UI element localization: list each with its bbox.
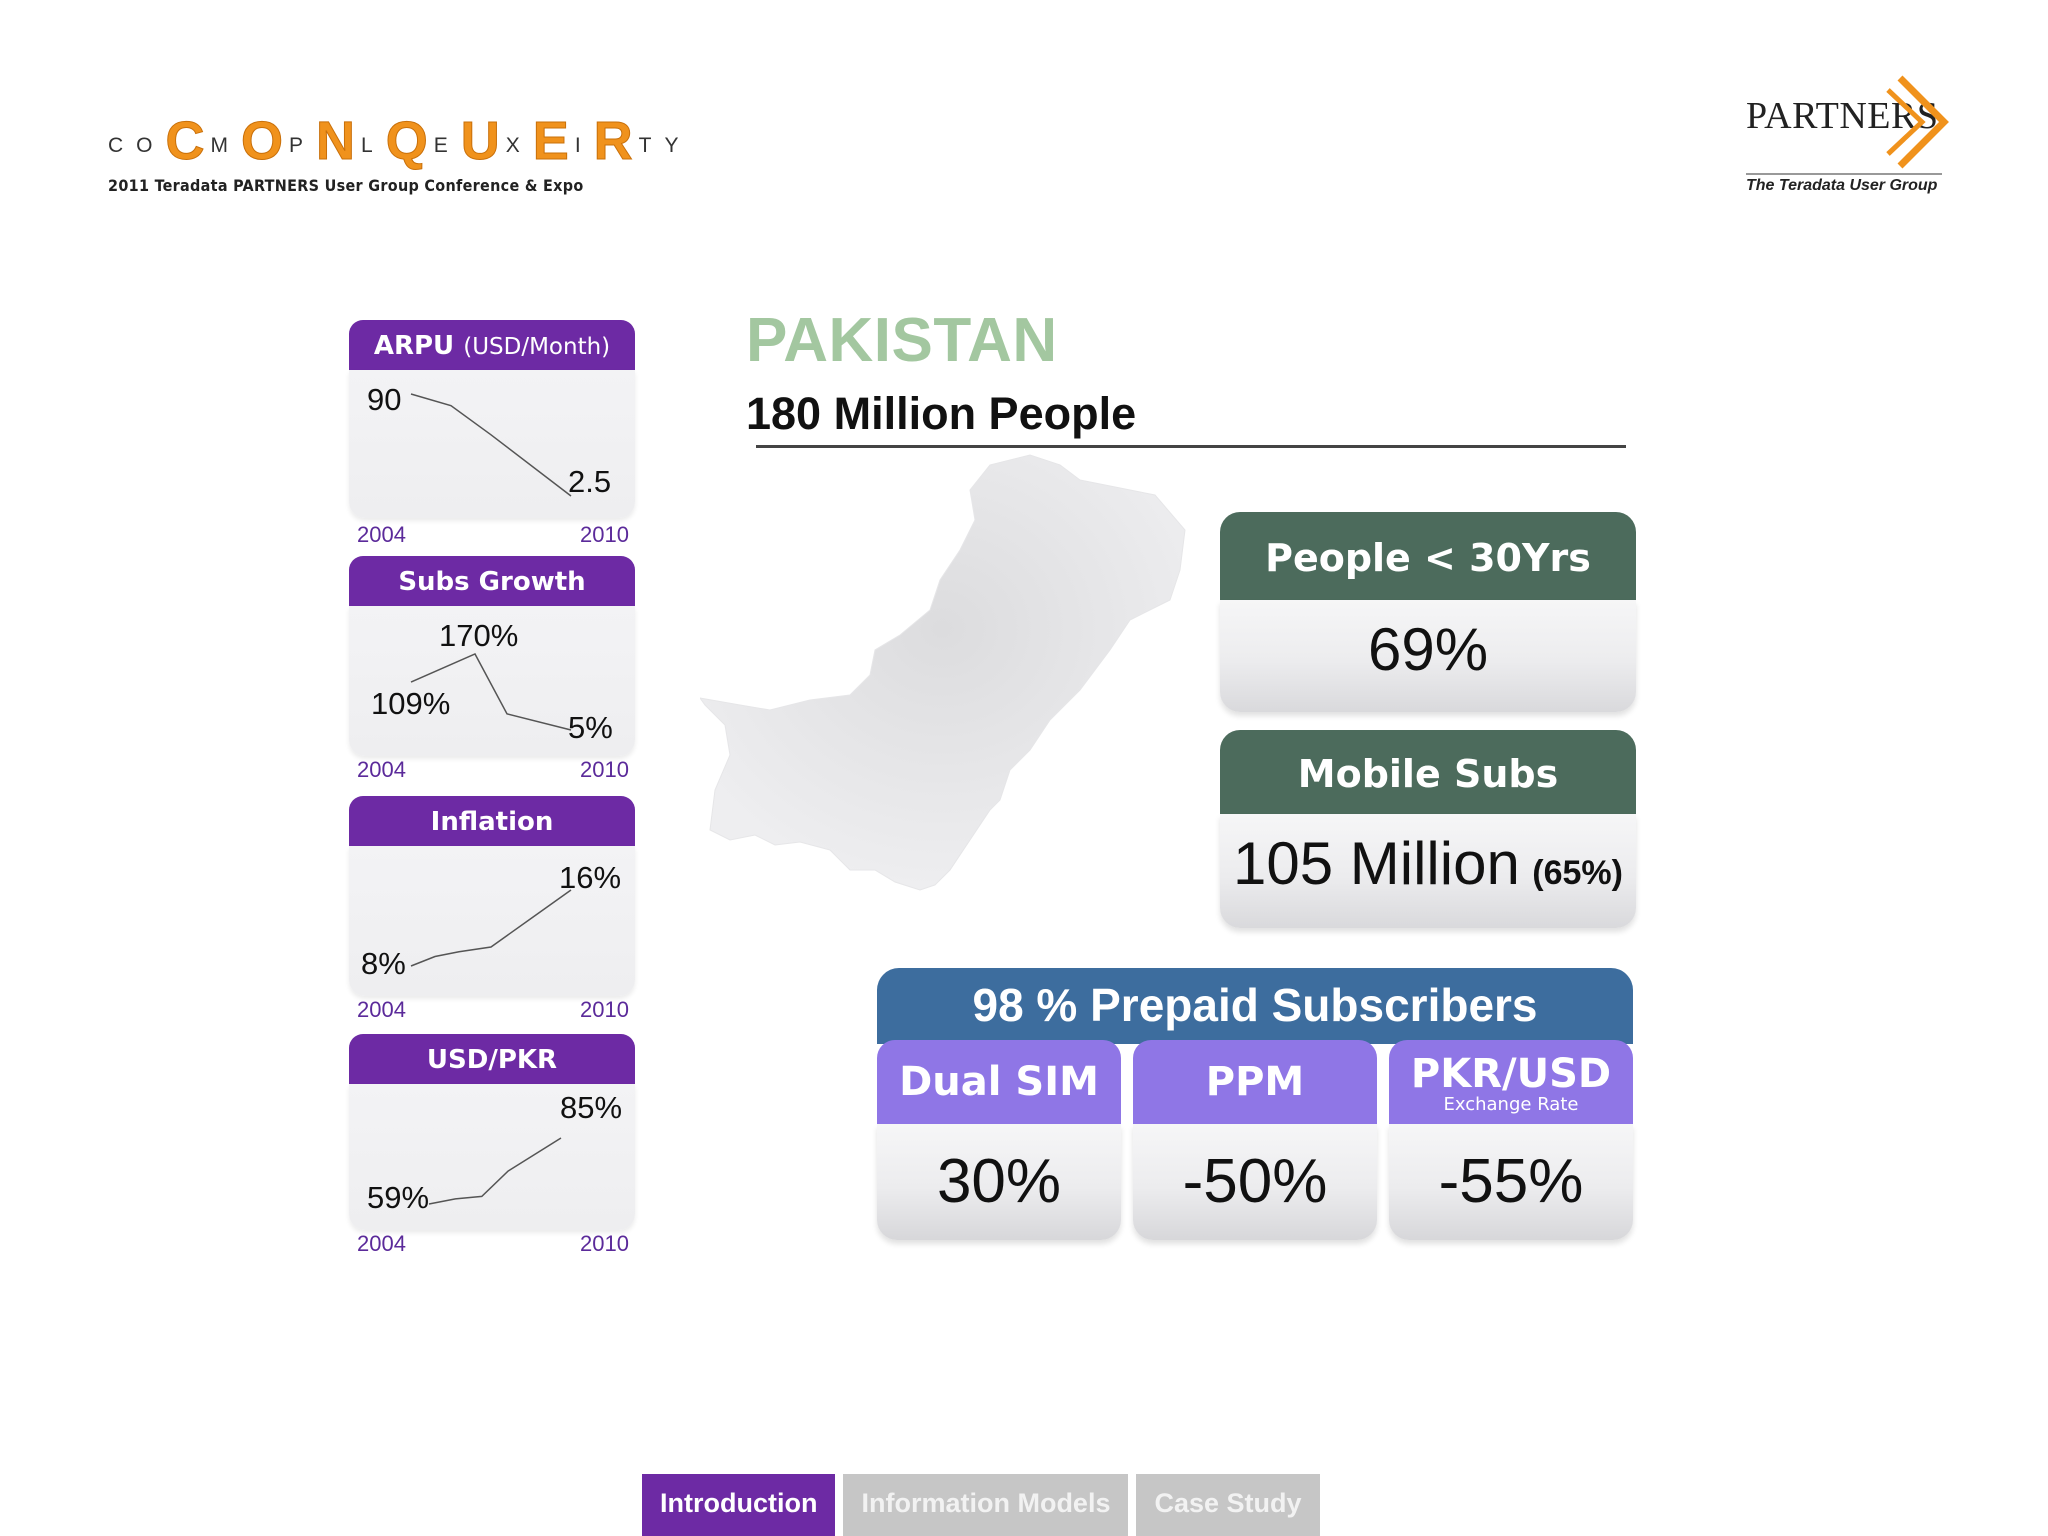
inflation-end-year: 2010 [580,997,629,1022]
conquer-logo-letter: L [361,134,374,157]
partners-logo: PARTNERS The Teradata User Group [1740,70,1950,200]
subs-growth-line [410,653,572,731]
inflation-chart: 16% 8% [349,846,635,996]
usd-pkr-chart: 85% 59% [349,1084,635,1230]
usd-pkr-end-value: 85% [560,1090,623,1125]
subs-growth-peak-value: 170% [439,618,519,653]
dual-sim-value: 30% [877,1124,1121,1240]
arpu-chart: 90 2.5 [349,370,635,518]
pakistan-map [700,454,1186,891]
pkr-usd-label: PKR/USD [1410,1051,1612,1097]
inflation-sparkline [410,889,572,967]
conquer-logo-letter: N [316,111,356,171]
mobile-subs-label: Mobile Subs [1220,730,1636,814]
dual-sim-label: Dual SIM [877,1040,1121,1124]
subs-growth-end-year: 2010 [580,757,629,782]
dual-sim-column: Dual SIM 30% [877,1040,1121,1240]
pkr-usd-value: -55% [1389,1124,1633,1240]
conquer-logo-letter: Y [664,134,680,157]
pkr-usd-sublabel: Exchange Rate [1443,1094,1579,1115]
conquer-logo-letter: O [136,134,154,157]
partners-chevron-icon [1886,75,1949,169]
prepaid-card: 98 % Prepaid Subscribers Dual SIM 30% PP… [877,968,1633,1244]
prepaid-title: 98 % Prepaid Subscribers [877,968,1633,1044]
mobile-subs-share: (65%) [1532,854,1623,892]
conquer-logo-letter: U [460,111,500,171]
people-under-30-card: People < 30Yrs 69% [1220,512,1636,712]
section-tabs: Introduction Information Models Case Stu… [642,1474,1328,1536]
arpu-start-value: 90 [367,382,402,417]
people-under-30-body: 69% [1220,600,1636,712]
title-divider [756,445,1626,448]
conquer-logo-letter: O [241,111,284,171]
arpu-end-value: 2.5 [568,464,612,499]
partners-logo-rule [1746,173,1942,175]
conquer-logo-letter: E [433,134,449,157]
arpu-card-header: ARPU (USD/Month) [349,320,635,370]
conquer-logo-letter: T [638,134,653,157]
usd-pkr-card: USD/PKR 85% 59% 2004 2010 [349,1034,635,1256]
conquer-logo-letter: P [289,134,305,157]
tab-information-models[interactable]: Information Models [843,1474,1129,1536]
ppm-label: PPM [1133,1040,1377,1124]
partners-logo-name: PARTNERS [1746,95,1939,137]
subs-growth-header: Subs Growth [349,556,635,606]
subs-growth-sparkline [410,653,572,731]
arpu-sparkline [410,393,572,497]
mobile-subs-body: 105 Million (65%) [1220,814,1636,928]
people-under-30-label: People < 30Yrs [1220,512,1636,600]
arpu-title: ARPU [373,331,455,361]
usd-pkr-header: USD/PKR [349,1034,635,1084]
page-subtitle: 180 Million People [746,388,1137,439]
arpu-unit: (USD/Month) [463,334,611,360]
subs-growth-card: Subs Growth 170% 109% 5% 2004 2010 [349,556,635,782]
conquer-logo-letter: C [165,111,205,171]
conquer-logo-letter: X [505,134,521,157]
mobile-subs-card: Mobile Subs 105 Million (65%) [1220,730,1636,928]
page-title: PAKISTAN [746,306,1058,375]
conquer-logo-letter: Q [385,111,428,171]
arpu-start-year: 2004 [357,522,406,547]
people-under-30-value: 69% [1367,616,1489,683]
subs-growth-start-year: 2004 [357,757,406,782]
conquer-logo-subtitle: 2011 Teradata PARTNERS User Group Confer… [108,176,584,195]
arpu-end-year: 2010 [580,522,629,547]
pkr-usd-header: PKR/USD Exchange Rate [1389,1040,1633,1124]
conquer-logo-letter: I [574,134,582,157]
tab-case-study[interactable]: Case Study [1136,1474,1320,1536]
arpu-line [410,393,572,497]
conquer-logo-letter: R [593,111,633,171]
inflation-start-value: 8% [361,946,406,981]
subs-growth-end-value: 5% [568,710,613,745]
inflation-line [410,889,572,967]
usd-pkr-start-year: 2004 [357,1231,406,1256]
tab-introduction[interactable]: Introduction [642,1474,836,1536]
mobile-subs-value: 105 Million [1233,830,1520,897]
subs-growth-chart: 170% 109% 5% [349,606,635,756]
ppm-value: -50% [1133,1124,1377,1240]
conquer-logo-letter: C [108,134,125,157]
conquer-logo-letter: M [210,134,230,157]
inflation-end-value: 16% [559,860,622,895]
inflation-header: Inflation [349,796,635,846]
subs-growth-start-value: 109% [371,686,451,721]
partners-logo-tagline: The Teradata User Group [1746,177,1938,194]
pkr-usd-column: PKR/USD Exchange Rate -55% [1389,1040,1633,1240]
usd-pkr-start-value: 59% [367,1180,430,1215]
usd-pkr-sparkline [428,1137,562,1205]
inflation-card: Inflation 16% 8% 2004 2010 [349,796,635,1022]
ppm-column: PPM -50% [1133,1040,1377,1240]
conquer-logo-letter: E [532,111,569,171]
usd-pkr-line [428,1137,562,1205]
usd-pkr-end-year: 2010 [580,1231,629,1256]
inflation-start-year: 2004 [357,997,406,1022]
arpu-card: ARPU (USD/Month) 90 2.5 2004 2010 [349,320,635,547]
